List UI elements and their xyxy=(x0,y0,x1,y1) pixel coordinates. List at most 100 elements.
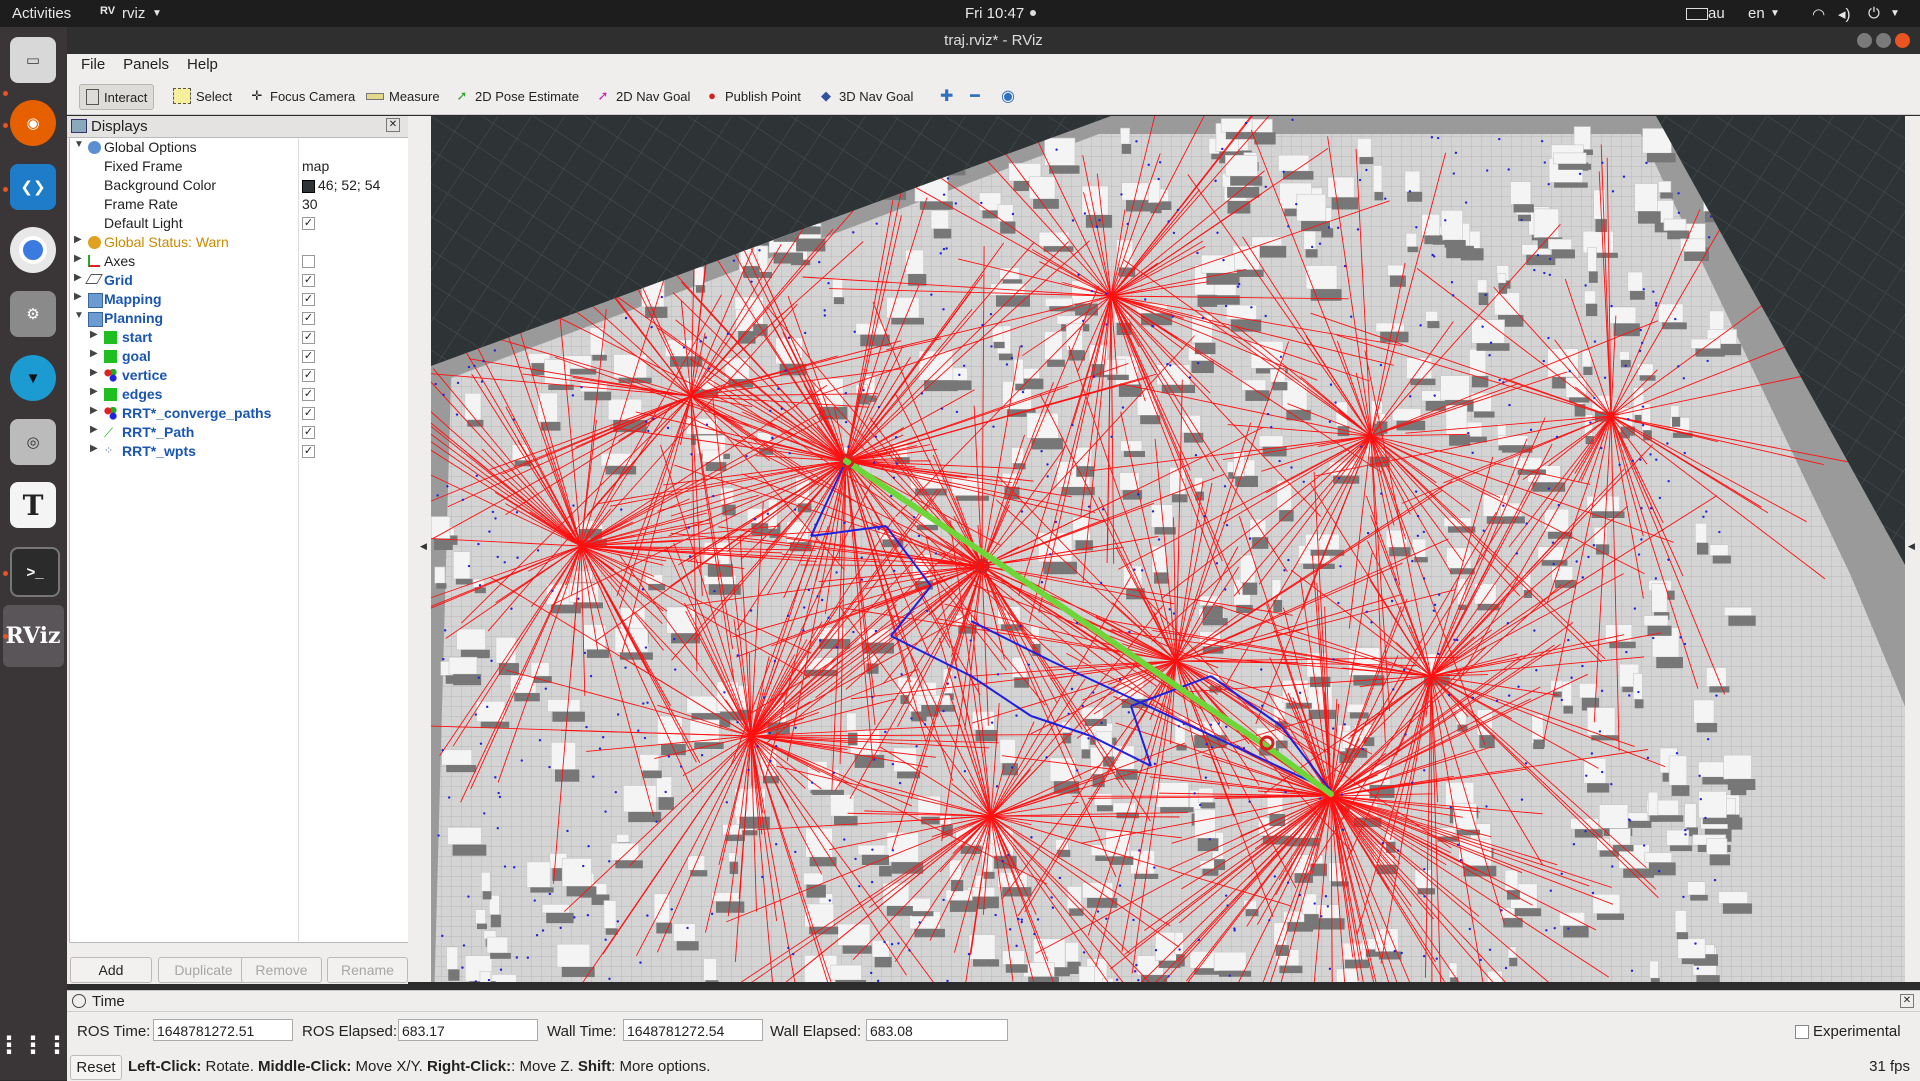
mapping-checkbox[interactable]: ✓ xyxy=(302,293,315,306)
collapsed-arrow-icon[interactable]: ▶ xyxy=(90,348,98,359)
wifi-icon[interactable]: ◠ xyxy=(1812,5,1825,23)
collapsed-arrow-icon[interactable]: ▶ xyxy=(74,234,82,245)
collapsed-arrow-icon[interactable]: ▶ xyxy=(90,329,98,340)
scene-canvas[interactable] xyxy=(431,116,1905,982)
pen-tool-icon[interactable]: ▼ xyxy=(10,355,56,401)
activities-button[interactable]: Activities xyxy=(12,5,71,22)
tree-row-goal[interactable]: ▶ goal ✓ xyxy=(70,347,408,366)
converge-paths-checkbox[interactable]: ✓ xyxy=(302,407,315,420)
close-icon[interactable] xyxy=(1895,33,1910,48)
collapsed-arrow-icon[interactable]: ▶ xyxy=(74,253,82,264)
collapsed-arrow-icon[interactable]: ▶ xyxy=(90,367,98,378)
app-menu-label[interactable]: rviz xyxy=(122,5,145,22)
experimental-checkbox[interactable] xyxy=(1795,1025,1809,1039)
tree-row-converge-paths[interactable]: ▶ RRT*_converge_paths ✓ xyxy=(70,404,408,423)
rrt-path-checkbox[interactable]: ✓ xyxy=(302,426,315,439)
settings-tools-icon[interactable]: ⚙ xyxy=(10,291,56,337)
collapsed-arrow-icon[interactable]: ▶ xyxy=(90,424,98,435)
select-tool[interactable]: Select xyxy=(167,84,238,108)
remove-button[interactable]: Remove xyxy=(241,957,322,983)
window-titlebar[interactable]: traj.rviz* - RViz xyxy=(67,27,1920,54)
focus-camera-tool[interactable]: ✛Focus Camera xyxy=(243,84,361,108)
collapse-left-icon[interactable]: ◀ xyxy=(420,541,427,552)
wall-elapsed-field[interactable]: 683.08 xyxy=(866,1019,1008,1041)
edges-checkbox[interactable]: ✓ xyxy=(302,388,315,401)
publish-point-tool[interactable]: ●Publish Point xyxy=(698,84,807,108)
collapsed-arrow-icon[interactable]: ▶ xyxy=(90,386,98,397)
tree-row-global-status[interactable]: ▶ Global Status: Warn xyxy=(70,233,408,252)
render-viewport[interactable] xyxy=(431,116,1905,982)
wpts-checkbox[interactable]: ✓ xyxy=(302,445,315,458)
terminal-icon[interactable]: >_ xyxy=(10,547,60,597)
tree-row-grid[interactable]: ▶ Grid ✓ xyxy=(70,271,408,290)
tree-row-wpts[interactable]: ▶ ⁘ RRT*_wpts ✓ xyxy=(70,442,408,461)
tree-row-global-options[interactable]: ▼ Global Options xyxy=(70,138,408,157)
camera-icon[interactable]: ◎ xyxy=(10,419,56,465)
tree-row-axes[interactable]: ▶ Axes xyxy=(70,252,408,271)
wall-time-field[interactable]: 1648781272.54 xyxy=(623,1019,763,1041)
collapsed-arrow-icon[interactable]: ▶ xyxy=(74,291,82,302)
add-button[interactable]: Add xyxy=(70,957,152,983)
keyboard-layout[interactable]: au xyxy=(1708,5,1725,22)
interact-tool[interactable]: Interact xyxy=(79,84,154,110)
ros-elapsed-field[interactable]: 683.17 xyxy=(398,1019,538,1041)
files-icon[interactable]: ▭ xyxy=(10,37,56,83)
menu-file[interactable]: File xyxy=(77,54,109,75)
collapsed-arrow-icon[interactable]: ▶ xyxy=(74,272,82,283)
pose-estimate-tool[interactable]: ➚2D Pose Estimate xyxy=(448,84,585,108)
measure-tool[interactable]: Measure xyxy=(360,84,446,108)
goal-checkbox[interactable]: ✓ xyxy=(302,350,315,363)
collapsed-arrow-icon[interactable]: ▶ xyxy=(90,405,98,416)
expanded-arrow-icon[interactable]: ▼ xyxy=(74,310,84,321)
tree-row-planning[interactable]: ▼ Planning ✓ xyxy=(70,309,408,328)
rviz-icon[interactable]: RViz xyxy=(10,613,56,659)
menu-help[interactable]: Help xyxy=(183,54,222,75)
default-light-checkbox[interactable]: ✓ xyxy=(302,217,315,230)
collapsed-arrow-icon[interactable]: ▶ xyxy=(90,443,98,454)
eye-icon[interactable]: ◉ xyxy=(995,84,1021,108)
chrome-icon[interactable] xyxy=(10,227,56,273)
left-splitter[interactable]: ◀ xyxy=(408,116,431,982)
frame-rate-value[interactable]: 30 xyxy=(302,196,318,212)
maximize-icon[interactable] xyxy=(1876,33,1891,48)
reset-button[interactable]: Reset xyxy=(70,1055,122,1080)
text-editor-icon[interactable]: T xyxy=(10,482,56,528)
tree-row-edges[interactable]: ▶ edges ✓ xyxy=(70,385,408,404)
tree-row-mapping[interactable]: ▶ Mapping ✓ xyxy=(70,290,408,309)
tree-row-default-light[interactable]: Default Light ✓ xyxy=(70,214,408,233)
axes-checkbox[interactable] xyxy=(302,255,315,268)
tree-row-frame-rate[interactable]: Frame Rate 30 xyxy=(70,195,408,214)
tree-row-fixed-frame[interactable]: Fixed Frame map xyxy=(70,157,408,176)
menu-panels[interactable]: Panels xyxy=(119,54,173,75)
add-tool-icon[interactable]: ✚ xyxy=(934,84,959,108)
close-panel-icon[interactable]: ✕ xyxy=(386,118,400,132)
tree-row-background-color[interactable]: Background Color 46; 52; 54 xyxy=(70,176,408,195)
clock[interactable]: Fri 10:47 xyxy=(965,5,1024,22)
vertice-checkbox[interactable]: ✓ xyxy=(302,369,315,382)
close-panel-icon[interactable]: ✕ xyxy=(1900,994,1914,1008)
minimize-icon[interactable] xyxy=(1857,33,1872,48)
start-checkbox[interactable]: ✓ xyxy=(302,331,315,344)
expanded-arrow-icon[interactable]: ▼ xyxy=(74,139,84,150)
fixed-frame-value[interactable]: map xyxy=(302,158,329,174)
tree-row-start[interactable]: ▶ start ✓ xyxy=(70,328,408,347)
planning-checkbox[interactable]: ✓ xyxy=(302,312,315,325)
show-apps-grid-icon[interactable]: ⋮⋮⋮ xyxy=(10,1022,56,1068)
language-indicator[interactable]: en xyxy=(1748,5,1765,22)
nav-goal-3d-tool[interactable]: ◆3D Nav Goal xyxy=(812,84,919,108)
vscode-icon[interactable]: ❮❯ xyxy=(10,164,56,210)
rename-button[interactable]: Rename xyxy=(327,957,408,983)
nav-goal-tool[interactable]: ➚2D Nav Goal xyxy=(589,84,696,108)
power-icon[interactable]: ⏻ xyxy=(1868,5,1880,22)
firefox-icon[interactable]: ◉ xyxy=(10,100,56,146)
grid-checkbox[interactable]: ✓ xyxy=(302,274,315,287)
tree-row-rrt-path[interactable]: ▶ ⟋ RRT*_Path ✓ xyxy=(70,423,408,442)
duplicate-button[interactable]: Duplicate xyxy=(158,957,249,983)
right-splitter[interactable]: ◀ xyxy=(1905,116,1920,982)
tree-row-vertice[interactable]: ▶ vertice ✓ xyxy=(70,366,408,385)
volume-icon[interactable]: ◂) xyxy=(1838,5,1851,23)
collapse-right-icon[interactable]: ◀ xyxy=(1908,541,1915,552)
background-color-value[interactable]: 46; 52; 54 xyxy=(318,177,380,193)
remove-tool-icon[interactable]: ━ xyxy=(964,84,986,108)
ros-time-field[interactable]: 1648781272.51 xyxy=(153,1019,293,1041)
